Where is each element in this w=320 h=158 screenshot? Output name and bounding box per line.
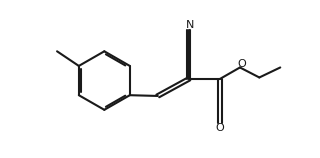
Text: N: N [186, 20, 195, 30]
Text: O: O [215, 123, 224, 133]
Text: O: O [237, 59, 246, 69]
